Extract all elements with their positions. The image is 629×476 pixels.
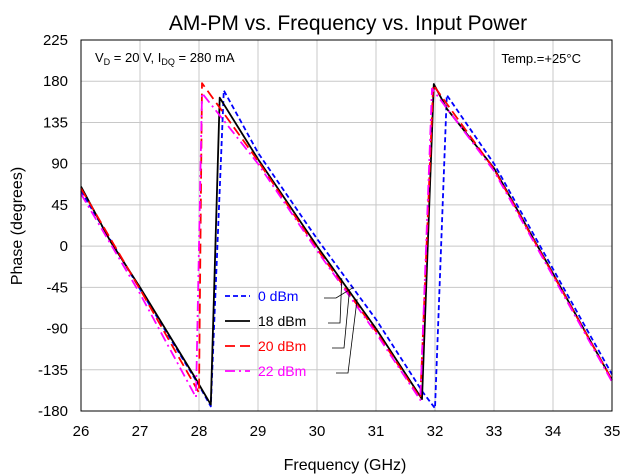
- y-tick-label: -90: [46, 321, 68, 338]
- legend-label: 0 dBm: [258, 288, 298, 304]
- legend-label: 18 dBm: [258, 313, 306, 329]
- x-tick-label: 35: [604, 423, 621, 440]
- x-tick-label: 32: [427, 423, 444, 440]
- y-tick-label: 135: [43, 114, 68, 131]
- y-tick-label: 90: [51, 156, 68, 173]
- legend-leader-line: [336, 299, 358, 374]
- y-tick-label: 45: [51, 197, 68, 214]
- series-line-0: [80, 89, 613, 410]
- y-tick-label: -180: [38, 403, 68, 420]
- y-tick-label: 0: [60, 238, 68, 255]
- x-tick-label: 31: [368, 423, 385, 440]
- legend-label: 20 dBm: [258, 338, 306, 354]
- y-axis-label: Phase (degrees): [9, 167, 26, 285]
- x-tick-label: 28: [191, 423, 208, 440]
- x-tick-label: 27: [132, 423, 149, 440]
- x-tick-label: 26: [73, 423, 90, 440]
- y-tick-label: 180: [43, 73, 68, 90]
- tick-labels: 26 27 28 29 30 31 32 33 34 35 -180 -135 -90 -45 0 45 90 1…: [38, 32, 620, 440]
- x-axis-label: Frequency (GHz): [284, 457, 407, 474]
- legend-leader-line: [324, 286, 354, 299]
- legend-leader-line: [328, 278, 343, 324]
- x-tick-label: 34: [545, 423, 562, 440]
- plot-frame: [80, 39, 613, 412]
- y-tick-label: -45: [46, 279, 68, 296]
- x-tick-label: 33: [486, 423, 503, 440]
- chart-title: AM-PM vs. Frequency vs. Input Power: [169, 12, 527, 35]
- legend-label: 22 dBm: [258, 363, 306, 379]
- legend-leader-line: [332, 290, 350, 349]
- x-tick-label: 29: [250, 423, 267, 440]
- y-tick-label: -135: [38, 362, 68, 379]
- y-tick-label: 225: [43, 32, 68, 49]
- temperature-annotation: Temp.=+25°C: [501, 51, 581, 66]
- x-tick-label: 30: [309, 423, 326, 440]
- conditions-annotation: VD = 20 V, IDQ = 280 mA: [95, 50, 235, 67]
- legend: 0 dBm 18 dBm 20 dBm 22 dBm: [225, 278, 358, 379]
